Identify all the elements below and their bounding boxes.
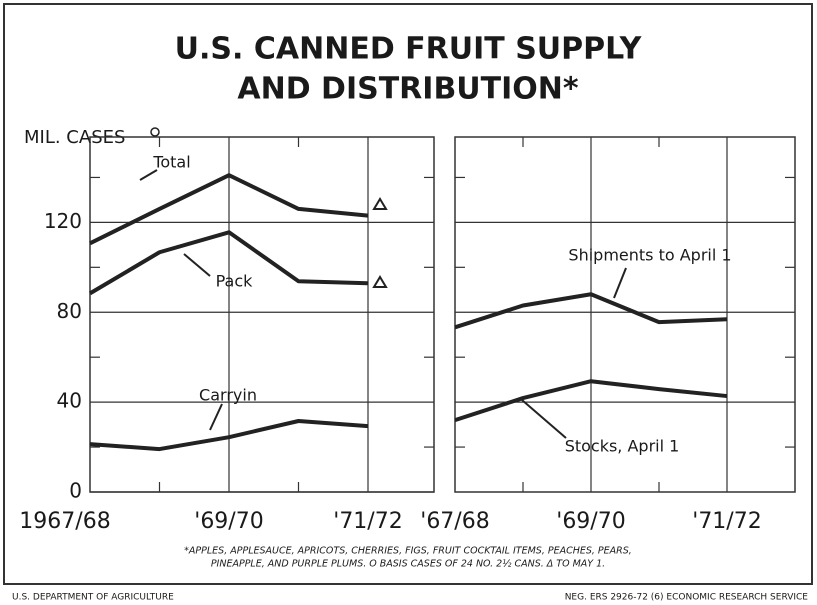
series-line — [454, 379, 728, 423]
leader-line — [613, 267, 627, 299]
series-label: Shipments to April 1 — [568, 246, 731, 265]
y-tick-label: 40 — [57, 389, 82, 413]
footnote: PINEAPPLE, AND PURPLE PLUMS. O BASIS CAS… — [211, 559, 605, 570]
frame — [3, 3, 813, 585]
x-tick-label: '69/70 — [556, 509, 625, 534]
may-marker — [372, 197, 388, 288]
series-label: Total — [152, 153, 190, 172]
x-tick-label: '71/72 — [333, 509, 402, 534]
x-tick-label: '67/68 — [420, 509, 489, 534]
y-axis-label: MIL. CASES — [24, 127, 125, 148]
leader-line — [521, 399, 567, 439]
footer: NEG. ERS 2926-72 (6) ECONOMIC RESEARCH S… — [565, 593, 809, 603]
leader-line — [139, 169, 158, 181]
plot-frame — [454, 136, 796, 493]
series-line — [88, 230, 369, 296]
title-line: U.S. CANNED FRUIT SUPPLY — [175, 32, 643, 67]
title-line: AND DISTRIBUTION* — [237, 72, 579, 107]
leader-line — [183, 253, 211, 277]
series-label: Carryin — [199, 386, 257, 405]
series-line — [89, 419, 369, 452]
leader-line — [209, 403, 223, 431]
symbol — [150, 127, 160, 137]
y-tick-label: 0 — [69, 479, 82, 503]
x-tick-label: 1967/68 — [19, 509, 110, 534]
y-tick-label: 80 — [57, 299, 82, 323]
x-tick-label: '71/72 — [692, 509, 761, 534]
series-label: Pack — [216, 272, 254, 291]
series-line — [454, 292, 728, 330]
series-label: Stocks, April 1 — [565, 437, 680, 456]
y-tick-label: 120 — [44, 209, 82, 233]
series-line — [89, 173, 369, 246]
footer: U.S. DEPARTMENT OF AGRICULTURE — [12, 593, 174, 603]
x-tick-label: '69/70 — [194, 509, 263, 534]
footnote: *APPLES, APPLESAUCE, APRICOTS, CHERRIES,… — [184, 546, 632, 557]
